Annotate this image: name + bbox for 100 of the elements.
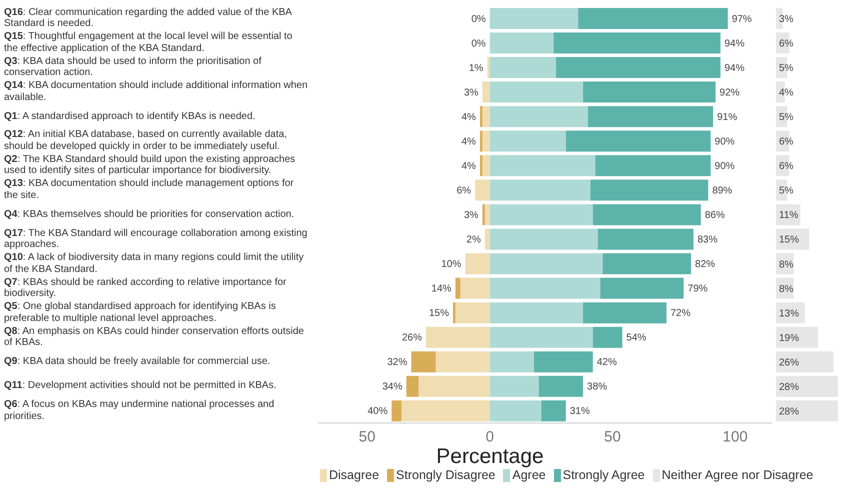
annotation: 10% xyxy=(441,259,462,270)
bar xyxy=(460,278,490,299)
x-tick-label: 0 xyxy=(486,428,494,446)
data-label: 5% xyxy=(779,186,794,197)
data-label: 8% xyxy=(779,284,794,295)
bar xyxy=(484,204,490,226)
bar xyxy=(588,106,714,128)
annotation: 90% xyxy=(714,136,735,148)
bar xyxy=(490,106,588,128)
bar xyxy=(490,302,584,324)
y-tick-label: Q7: KBAs should be ranked according to relative importance for biodiversity. xyxy=(4,276,288,300)
data-label: 8% xyxy=(779,259,794,270)
annotation: 31% xyxy=(570,406,590,418)
annotation: 15% xyxy=(428,308,450,320)
bar xyxy=(490,82,584,103)
y-tick-label: Q15: Thoughtful engagement at the local level will be essential to the effective application of the KBA Standard. xyxy=(4,31,294,54)
bar xyxy=(776,326,818,348)
legend-label: Strongly Disagree xyxy=(396,468,496,482)
bar xyxy=(583,82,716,103)
data-label: 11% xyxy=(779,210,798,222)
annotation: 83% xyxy=(697,234,718,246)
bar xyxy=(480,130,482,152)
bar xyxy=(482,130,490,152)
bar xyxy=(490,376,539,397)
bar xyxy=(490,8,578,29)
legend-label: Disagree xyxy=(329,468,380,482)
bar xyxy=(598,228,694,250)
annotation: 34% xyxy=(382,382,402,393)
bar xyxy=(482,155,490,176)
y-tick-label: Q11: Development activities should not be permitted in KBAs. xyxy=(4,380,276,392)
bar xyxy=(538,376,584,397)
bar xyxy=(592,204,701,226)
y-tick-label: Q16: Clear communication regarding the added value of the KBA Standard is needed. xyxy=(4,6,293,30)
bar xyxy=(578,8,728,29)
y-tick-label: Q4: KBAs themselves should be priorities for conservation action. xyxy=(4,208,294,220)
bar xyxy=(401,400,490,422)
bar xyxy=(541,400,566,422)
bar xyxy=(776,400,838,422)
annotation: 0% xyxy=(471,14,486,25)
x-tick-label: 50 xyxy=(604,428,621,446)
bar xyxy=(602,253,692,274)
data-label: 4% xyxy=(779,88,794,99)
bar xyxy=(490,278,600,299)
x-axis-title: Percentage xyxy=(435,445,545,469)
bar xyxy=(482,204,485,226)
bar xyxy=(556,57,720,78)
bar xyxy=(490,204,593,226)
annotation: 38% xyxy=(587,382,608,393)
y-tick-label: Q9: KBA data should be freely available for commercial use. xyxy=(4,356,270,368)
legend-label: Agree xyxy=(512,468,546,482)
bar xyxy=(480,106,482,128)
annotation: 0% xyxy=(471,38,486,50)
bar xyxy=(411,351,436,372)
bar xyxy=(554,32,720,54)
bar xyxy=(465,253,490,274)
y-tick-label: Q6: A focus on KBAs may undermine national processes and priorities. xyxy=(4,399,276,422)
bar xyxy=(436,351,490,372)
annotation: 4% xyxy=(462,160,476,172)
bar xyxy=(455,278,460,299)
y-tick-label: Q17: The KBA Standard will encourage collaboration among existing approaches. xyxy=(4,228,308,251)
annotation: 40% xyxy=(368,406,388,418)
data-label: 5% xyxy=(779,112,794,124)
bar xyxy=(592,326,622,348)
bar xyxy=(482,106,490,128)
annotation: 94% xyxy=(724,62,745,74)
bar xyxy=(490,180,590,201)
data-label: 5% xyxy=(779,63,794,74)
legend-label: Neither Agree nor Disagree xyxy=(662,468,814,482)
annotation: 92% xyxy=(720,87,740,98)
bar xyxy=(452,302,456,324)
bar xyxy=(487,57,490,78)
annotation: 2% xyxy=(466,234,481,246)
bar xyxy=(480,155,482,176)
bar xyxy=(490,32,554,54)
data-label: 15% xyxy=(779,234,800,246)
y-tick-label: Q13: KBA documentation should include management options for the site. xyxy=(4,178,295,202)
annotation: 91% xyxy=(717,112,738,123)
y-tick-label: Q10: A lack of biodiversity data in many regions could limit the utility of the KBA Standard. xyxy=(4,252,305,276)
annotation: 89% xyxy=(712,185,732,196)
bar xyxy=(600,278,684,299)
bar xyxy=(776,376,838,397)
bar xyxy=(776,351,834,372)
data-label: 28% xyxy=(779,406,800,418)
data-label: 3% xyxy=(779,14,794,25)
y-tick-label: Q1: A standardised approach to identify KBAs is needed. xyxy=(4,110,256,122)
bar xyxy=(406,376,419,397)
annotation: 54% xyxy=(626,332,646,344)
bar xyxy=(426,326,490,348)
annotation: 3% xyxy=(464,87,479,98)
bar xyxy=(482,82,490,103)
annotation: 82% xyxy=(695,259,716,270)
bar xyxy=(418,376,490,397)
annotation: 86% xyxy=(704,210,725,221)
annotation: 94% xyxy=(724,38,745,50)
annotation: 72% xyxy=(670,308,691,320)
legend-label: Strongly Agree xyxy=(562,468,645,482)
bar xyxy=(595,155,711,176)
bar xyxy=(490,400,542,422)
bar xyxy=(583,302,666,324)
bar xyxy=(590,180,708,201)
